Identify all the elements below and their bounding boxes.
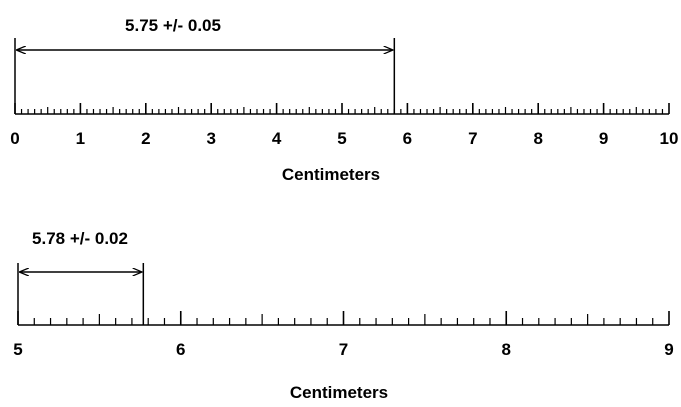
ruler-bottom-tick-labels: 5 6 7 8 9 [13, 340, 673, 359]
tick-label: 4 [272, 129, 282, 148]
ruler-top-measurement-label: 5.75 +/- 0.05 [125, 16, 221, 35]
tick-label: 6 [176, 340, 185, 359]
ruler-top-axis-label: Centimeters [282, 165, 380, 184]
tick-label: 8 [533, 129, 542, 148]
tick-label: 5 [337, 129, 346, 148]
tick-label: 2 [141, 129, 150, 148]
tick-label: 5 [13, 340, 22, 359]
tick-label: 9 [599, 129, 608, 148]
tick-label: 10 [660, 129, 679, 148]
ruler-bottom: 5 6 7 8 9 5.78 +/- 0.02 Centimeters [13, 229, 673, 402]
ruler-bottom-measurement-label: 5.78 +/- 0.02 [32, 229, 128, 248]
ruler-bottom-ticks [17, 311, 670, 325]
ruler-top-ticks [14, 103, 670, 114]
tick-label: 8 [502, 340, 511, 359]
ruler-bottom-axis-label: Centimeters [290, 383, 388, 402]
tick-label: 9 [664, 340, 673, 359]
ruler-top-tick-labels: 0 1 2 3 4 5 6 7 8 9 10 [10, 129, 678, 148]
tick-label: 1 [76, 129, 85, 148]
tick-label: 0 [10, 129, 19, 148]
tick-label: 7 [468, 129, 477, 148]
tick-label: 6 [403, 129, 412, 148]
ruler-top: 0 1 2 3 4 5 6 7 8 9 10 5.75 +/- 0.05 Centimeters [10, 16, 678, 184]
tick-label: 7 [339, 340, 348, 359]
tick-label: 3 [206, 129, 215, 148]
